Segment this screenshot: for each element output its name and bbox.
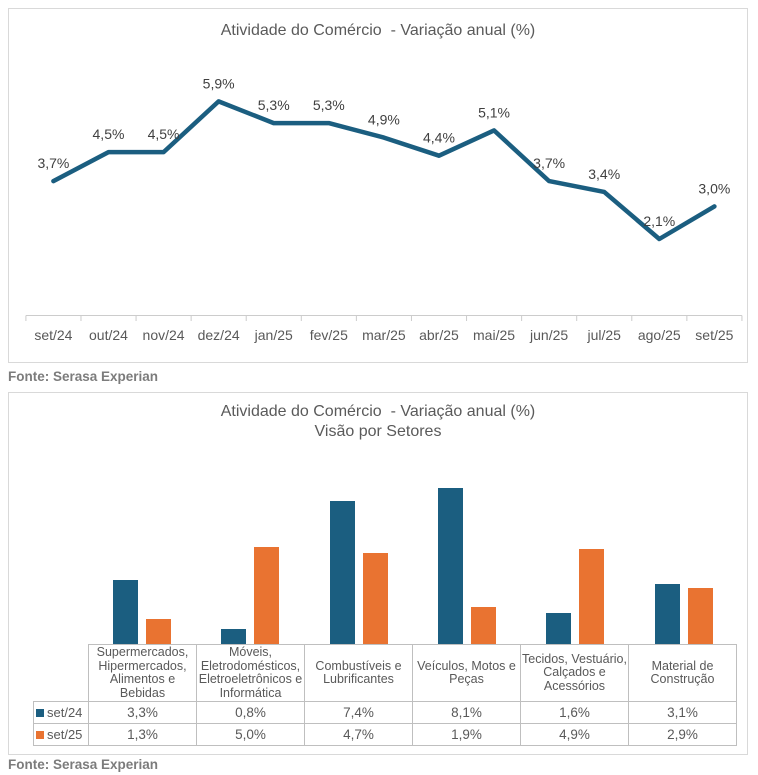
bar-chart-subtitle: Visão por Setores — [314, 423, 442, 440]
table-corner-cell — [34, 645, 89, 702]
x-axis-label: dez/24 — [198, 327, 240, 343]
table-category-header: Móveis, Eletrodomésticos, Eletroeletrôni… — [196, 644, 305, 702]
data-label: 5,1% — [478, 104, 510, 120]
bar-group — [413, 454, 521, 644]
x-axis-label: out/24 — [89, 327, 128, 343]
table-value-cell: 0,8% — [196, 701, 305, 724]
bar-group — [521, 454, 629, 644]
legend-swatch-icon — [36, 731, 44, 739]
table-value-cell: 2,9% — [628, 723, 737, 746]
data-label: 4,5% — [93, 126, 125, 142]
data-label: 4,9% — [368, 112, 400, 128]
table-row: set/25 1,3% 5,0% 4,7% 1,9% 4,9% 2,9% — [33, 723, 737, 746]
x-axis-label: set/25 — [695, 327, 733, 343]
source-caption-bottom: Fonte: Serasa Experian — [8, 757, 159, 772]
data-label: 5,9% — [203, 75, 235, 91]
trend-line — [51, 99, 717, 242]
x-axis-label: abr/25 — [419, 327, 459, 343]
table-category-header: Tecidos, Vestuário, Calçados e Acessório… — [520, 644, 629, 702]
legend-swatch-icon — [36, 709, 44, 717]
bar-group — [630, 454, 738, 644]
bar-group — [305, 454, 413, 644]
legend-label: set/24 — [47, 705, 83, 720]
data-label: 4,5% — [148, 126, 180, 142]
table-value-cell: 1,9% — [412, 723, 521, 746]
table-value-cell: 4,7% — [304, 723, 413, 746]
bar-chart-data-table: Supermercados, Hipermercados, Alimentos … — [33, 644, 737, 746]
bar-chart-title: Atividade do Comércio - Variação anual (… — [220, 403, 536, 420]
table-category-header: Supermercados, Hipermercados, Alimentos … — [88, 644, 197, 702]
table-value-cell: 4,9% — [520, 723, 629, 746]
table-value-cell: 7,4% — [304, 701, 413, 724]
x-axis-label: mar/25 — [362, 327, 406, 343]
x-axis-label: ago/25 — [638, 327, 681, 343]
bar-set24 — [654, 584, 680, 644]
bar-set25 — [579, 549, 605, 644]
table-value-cell: 3,3% — [88, 701, 197, 724]
legend-cell: set/25 — [33, 723, 89, 746]
data-label: 4,4% — [423, 130, 455, 146]
bar-group — [88, 454, 196, 644]
x-axis-label: set/24 — [34, 327, 72, 343]
bar-set24 — [113, 580, 139, 644]
table-category-header: Material de Construção — [628, 644, 737, 702]
x-axis-label: jun/25 — [529, 327, 568, 343]
table-category-header: Veículos, Motos e Peças — [412, 644, 521, 702]
table-category-header: Combustíveis e Lubrificantes — [304, 644, 413, 702]
x-axis-label: mai/25 — [473, 327, 515, 343]
bar-set24 — [546, 613, 572, 644]
table-value-cell: 8,1% — [412, 701, 521, 724]
bar-set25 — [362, 553, 388, 644]
table-value-cell: 5,0% — [196, 723, 305, 746]
data-label: 5,3% — [258, 97, 290, 113]
bar-set25 — [471, 607, 497, 644]
line-chart: 3,7% set/24 4,5% out/24 4,5% nov/24 5,9% dez/24… — [25, 75, 743, 343]
data-label: 3,7% — [37, 155, 69, 171]
table-value-cell: 1,6% — [520, 701, 629, 724]
data-label: 3,4% — [588, 166, 620, 182]
x-axis-label: fev/25 — [310, 327, 348, 343]
bar-group — [196, 454, 304, 644]
table-value-cell: 1,3% — [88, 723, 197, 746]
legend-cell: set/24 — [33, 701, 89, 724]
x-axis-label: jan/25 — [254, 327, 293, 343]
bar-set25 — [687, 588, 713, 644]
line-chart-title: Atividade do Comércio - Variação anual (… — [220, 22, 536, 39]
bar-set25 — [254, 547, 280, 644]
bar-set24 — [438, 488, 464, 644]
data-label: 3,0% — [698, 180, 730, 196]
table-row: set/24 3,3% 0,8% 7,4% 8,1% 1,6% 3,1% — [33, 701, 737, 724]
data-label: 2,1% — [643, 213, 675, 229]
data-label: 3,7% — [533, 155, 565, 171]
bar-plot-area — [88, 454, 738, 644]
bar-set24 — [221, 629, 247, 644]
table-value-cell: 3,1% — [628, 701, 737, 724]
legend-label: set/25 — [47, 727, 83, 742]
line-chart-card: Atividade do Comércio - Variação anual (… — [8, 8, 748, 363]
bar-set25 — [146, 619, 172, 644]
bar-set24 — [329, 501, 355, 644]
bar-chart-card: Atividade do Comércio - Variação anual (… — [8, 392, 748, 755]
x-axis-label: nov/24 — [143, 327, 185, 343]
data-label: 5,3% — [313, 97, 345, 113]
x-axis-label: jul/25 — [586, 327, 621, 343]
source-caption-top: Fonte: Serasa Experian — [8, 369, 159, 384]
